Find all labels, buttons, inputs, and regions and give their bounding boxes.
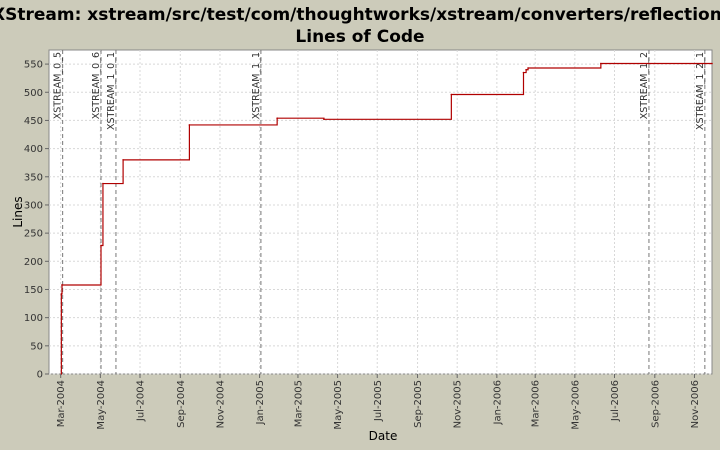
data-point — [450, 93, 453, 96]
y-tick-label: 50 — [30, 341, 43, 352]
x-tick-label: May-2006 — [570, 380, 581, 430]
event-label: XSTREAM_1_1 — [251, 52, 262, 119]
data-point — [323, 118, 325, 121]
data-point — [711, 62, 713, 65]
data-point — [525, 68, 527, 71]
event-label: XSTREAM_1_0_1 — [106, 52, 117, 130]
data-point — [276, 117, 278, 119]
data-point — [522, 71, 525, 74]
x-tick-label: May-2005 — [333, 380, 344, 430]
y-tick-label: 100 — [24, 313, 43, 324]
x-axis-label: Date — [369, 429, 398, 443]
x-tick-label: Nov-2006 — [690, 380, 701, 428]
data-point — [122, 159, 124, 161]
x-axis: Mar-2004 May-2004 Jul-2004 Sep-2004 Nov-2004… — [56, 374, 701, 430]
event-label: XSTREAM_0_5 — [53, 52, 64, 119]
y-tick-label: 0 — [37, 370, 43, 381]
x-tick-label: Nov-2004 — [215, 380, 226, 428]
y-tick-label: 150 — [24, 285, 43, 296]
chart-subtitle: Lines of Code — [295, 27, 424, 47]
grid — [49, 50, 712, 375]
y-axis: 0 50 100 150 200 250 300 350 400 450 500 550 — [24, 60, 49, 381]
y-tick-label: 450 — [24, 116, 43, 127]
data-point — [100, 244, 102, 247]
x-tick-label: Nov-2005 — [453, 380, 464, 428]
y-tick-label: 300 — [24, 200, 43, 211]
x-tick-label: Jul-2005 — [373, 380, 384, 422]
event-label: XSTREAM_0_6 — [91, 52, 102, 119]
x-tick-label: Mar-2005 — [293, 380, 304, 427]
y-tick-label: 250 — [24, 229, 43, 240]
y-tick-label: 400 — [24, 144, 43, 155]
data-point — [60, 293, 63, 295]
x-tick-label: Jan-2005 — [255, 380, 266, 425]
x-tick-label: Jul-2006 — [610, 380, 621, 422]
event-markers: XSTREAM_0_5 XSTREAM_0_6 XSTREAM_1_0_1 XSTRE… — [53, 50, 706, 374]
plot-area — [48, 49, 713, 375]
chart-title: XStream: xstream/src/test/com/thoughtwor… — [0, 5, 720, 25]
x-tick-label: Mar-2004 — [56, 380, 67, 427]
x-tick-label: Sep-2005 — [413, 380, 424, 428]
y-tick-label: 500 — [24, 88, 43, 99]
x-tick-label: Jan-2006 — [492, 380, 503, 425]
data-point — [102, 182, 104, 185]
y-tick-label: 350 — [24, 172, 43, 183]
x-tick-label: Jul-2004 — [136, 380, 147, 422]
data-point — [188, 124, 191, 126]
y-tick-label: 200 — [24, 257, 43, 268]
x-tick-label: Mar-2006 — [531, 380, 542, 427]
x-tick-label: May-2004 — [96, 380, 107, 430]
y-tick-label: 550 — [24, 60, 43, 71]
data-point — [527, 67, 529, 69]
series — [60, 62, 713, 375]
x-tick-label: Sep-2004 — [176, 380, 187, 428]
x-tick-label: Sep-2006 — [650, 380, 661, 428]
data-point — [61, 284, 63, 286]
y-axis-label: Lines — [11, 196, 25, 227]
data-point — [600, 62, 602, 65]
event-label: XSTREAM_1_2_1 — [695, 52, 706, 130]
event-label: XSTREAM_1_2 — [639, 52, 650, 119]
